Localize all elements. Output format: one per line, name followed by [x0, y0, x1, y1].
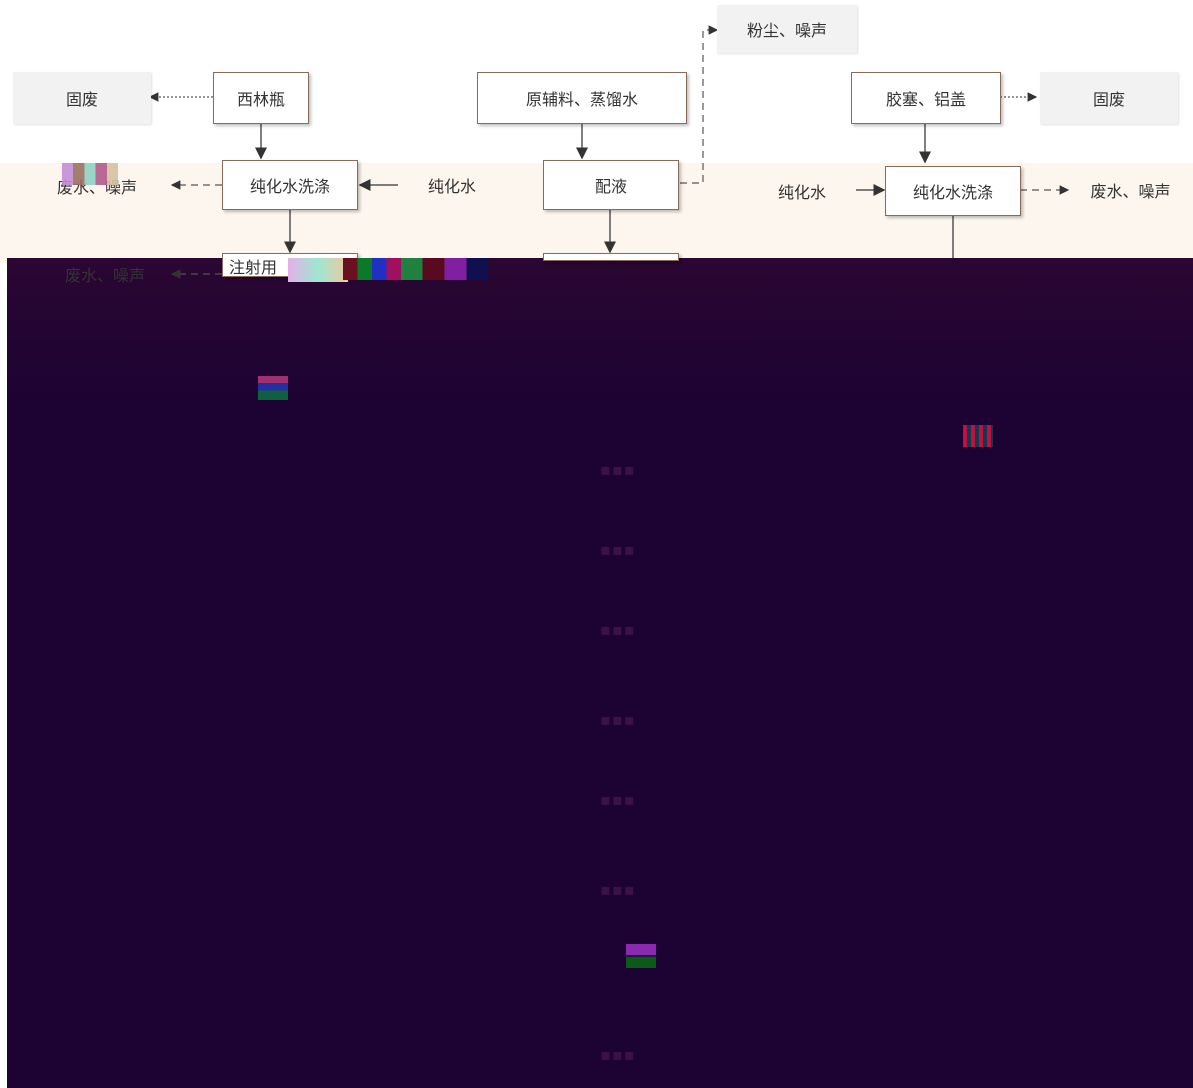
glitch-block [288, 258, 348, 282]
arrow-mix-dust [680, 25, 719, 184]
glitch-block [626, 944, 656, 968]
glitch-block [963, 425, 993, 447]
wash-left-node: 纯化水洗涤 [222, 160, 358, 210]
dust-noise-output: 粉尘、噪声 [717, 5, 857, 53]
ghost-text: ▪▪▪ [600, 620, 636, 639]
ghost-text: ▪▪▪ [600, 790, 636, 809]
ghost-text: ▪▪▪ [600, 460, 636, 479]
ghost-text: ▪▪▪ [600, 1045, 636, 1064]
glitch-block [258, 376, 288, 400]
waste-right-output: 废水、噪声 [1090, 182, 1171, 201]
glitch-block [62, 163, 118, 185]
wash-right-node: 纯化水洗涤 [885, 166, 1021, 216]
corrupted-dark-region-top [7, 258, 1193, 408]
waste-left-output-2: 废水、噪声 [64, 266, 145, 285]
ghost-text: ▪▪▪ [600, 880, 636, 899]
ghost-text: ▪▪▪ [600, 710, 636, 729]
stopper-node: 胶塞、铝盖 [851, 72, 1001, 124]
solid-waste-left: 固废 [13, 72, 151, 124]
glitch-block [343, 258, 488, 280]
pure-water-left: 纯化水 [427, 177, 476, 196]
mix-next-node [543, 253, 679, 261]
raw-material-node: 原辅料、蒸馏水 [477, 72, 687, 124]
vial-node: 西林瓶 [213, 72, 309, 124]
pure-water-right: 纯化水 [777, 183, 826, 202]
ghost-text: ▪▪▪ [600, 540, 636, 559]
mix-node: 配液 [543, 160, 679, 210]
solid-waste-right: 固废 [1040, 72, 1178, 124]
